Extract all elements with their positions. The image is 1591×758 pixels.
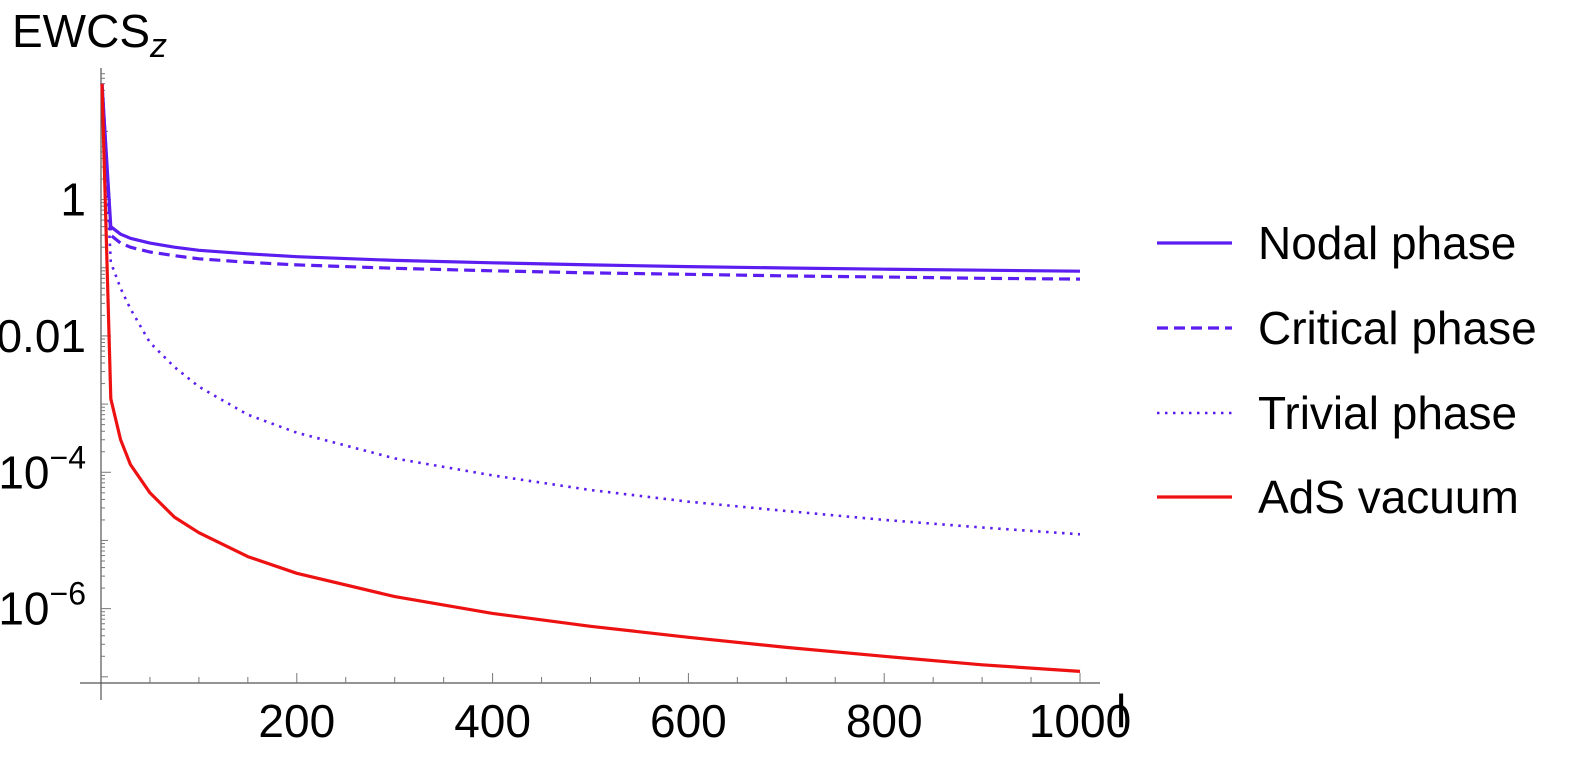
y-axis-title: EWCSz (12, 5, 167, 65)
axes: 200 400 600 800 1000 1 0.01 10−4 10−6 (0, 68, 1131, 747)
series-line-3 (100, 83, 1081, 673)
legend-label: Trivial phase (1258, 387, 1517, 439)
x-tick-label: 400 (454, 695, 531, 747)
legend: Nodal phase Critical phase Trivial phase Ad… (1157, 217, 1537, 523)
x-tick-label: 800 (846, 695, 923, 747)
y-tick-label: 10−6 (0, 576, 86, 635)
series-line-2 (100, 83, 1081, 536)
series-line-0 (100, 83, 1081, 273)
legend-label: Critical phase (1258, 302, 1537, 354)
x-tick-label: 1000 (1029, 695, 1131, 747)
legend-label: Nodal phase (1258, 217, 1516, 269)
x-tick-label: 200 (258, 695, 335, 747)
x-axis-title: l (1116, 685, 1126, 737)
y-tick-label: 0.01 (0, 310, 86, 362)
y-tick-label: 10−4 (0, 439, 86, 498)
series-layer (100, 83, 1081, 673)
legend-label: AdS vacuum (1258, 471, 1519, 523)
y-tick-label: 1 (60, 174, 86, 226)
series-line-1 (100, 83, 1081, 281)
x-tick-label: 600 (650, 695, 727, 747)
